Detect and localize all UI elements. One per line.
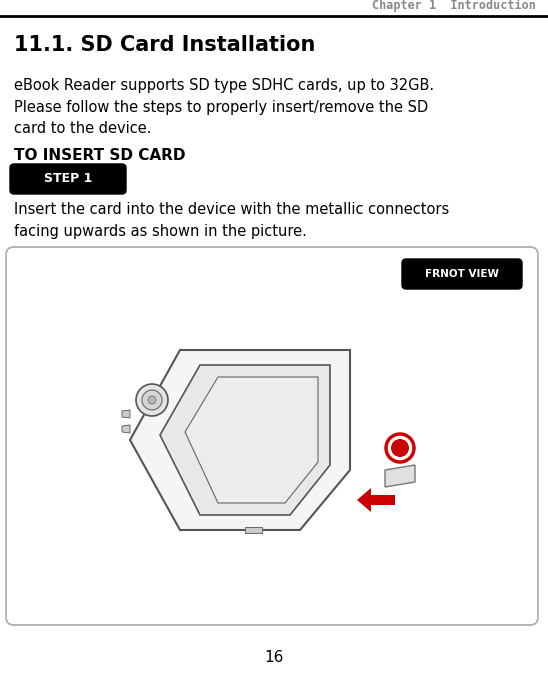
Text: TO INSERT SD CARD: TO INSERT SD CARD	[14, 148, 186, 163]
Text: eBook Reader supports SD type SDHC cards, up to 32GB.
Please follow the steps to: eBook Reader supports SD type SDHC cards…	[14, 78, 434, 136]
Circle shape	[391, 439, 409, 457]
Polygon shape	[122, 410, 130, 418]
Polygon shape	[185, 377, 318, 503]
Circle shape	[148, 396, 156, 404]
Polygon shape	[245, 527, 262, 533]
Text: FRNOT VIEW: FRNOT VIEW	[425, 269, 499, 279]
Circle shape	[386, 434, 414, 462]
Polygon shape	[130, 350, 350, 530]
Polygon shape	[357, 488, 395, 512]
Text: 16: 16	[264, 650, 284, 665]
Circle shape	[136, 384, 168, 416]
Text: 11.1. SD Card Installation: 11.1. SD Card Installation	[14, 35, 316, 55]
Polygon shape	[385, 465, 415, 487]
FancyBboxPatch shape	[402, 259, 522, 289]
Text: Chapter 1  Introduction: Chapter 1 Introduction	[372, 0, 536, 12]
FancyBboxPatch shape	[10, 164, 126, 194]
Polygon shape	[122, 425, 130, 433]
FancyBboxPatch shape	[6, 247, 538, 625]
Circle shape	[142, 390, 162, 410]
Polygon shape	[160, 365, 330, 515]
Text: Insert the card into the device with the metallic connectors
facing upwards as s: Insert the card into the device with the…	[14, 202, 449, 239]
Text: STEP 1: STEP 1	[44, 172, 92, 185]
